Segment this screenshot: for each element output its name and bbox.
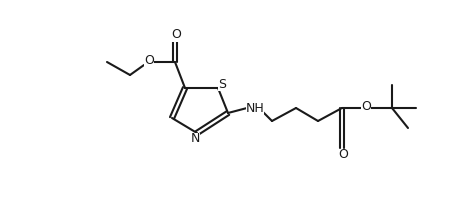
Text: O: O bbox=[144, 53, 154, 67]
Text: O: O bbox=[360, 100, 370, 112]
Text: NH: NH bbox=[245, 102, 264, 114]
Text: N: N bbox=[190, 133, 199, 145]
Text: O: O bbox=[338, 149, 347, 162]
Text: S: S bbox=[218, 78, 225, 91]
Text: O: O bbox=[171, 29, 181, 41]
